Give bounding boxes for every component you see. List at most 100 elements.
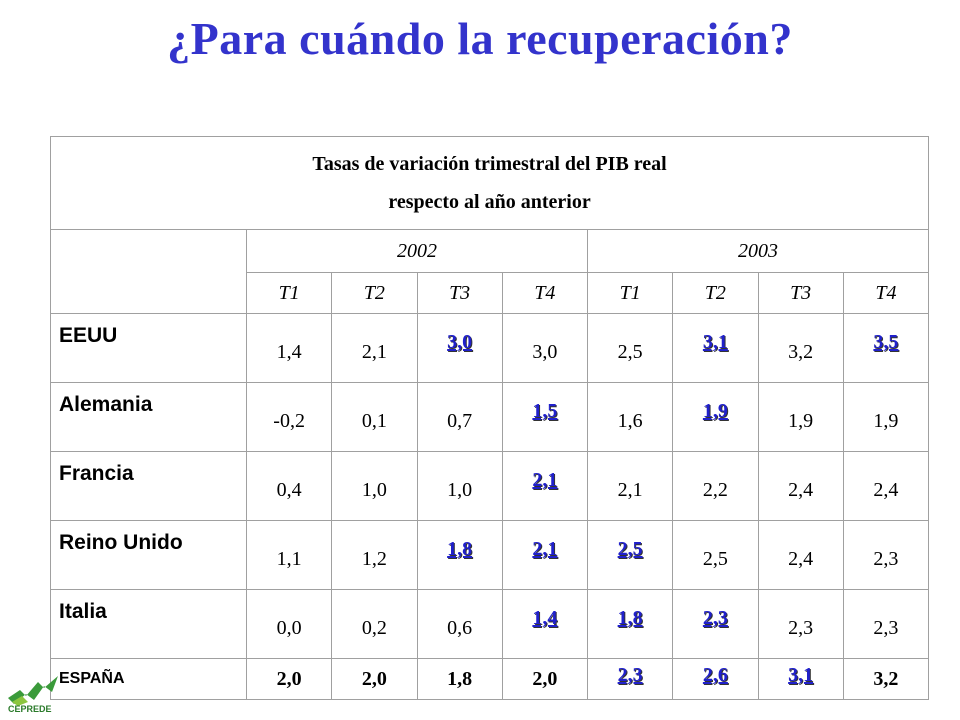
value-cell: 0,1 bbox=[331, 382, 418, 452]
quarter-header: T3 bbox=[757, 272, 844, 314]
value-cell: 2,5 bbox=[672, 520, 759, 590]
value-cell: 3,5 bbox=[842, 313, 930, 383]
highlighted-value: 2,3 bbox=[702, 606, 728, 629]
value-cell: 0,6 bbox=[416, 589, 503, 659]
value-cell: 1,1 bbox=[245, 520, 333, 590]
value-text: 2,2 bbox=[702, 478, 728, 501]
value-text: 3,2 bbox=[788, 340, 814, 363]
value-cell: 2,1 bbox=[501, 451, 589, 521]
value-cell: 2,5 bbox=[586, 313, 674, 383]
highlighted-value: 1,8 bbox=[617, 606, 643, 629]
value-text: 2,0 bbox=[361, 667, 387, 690]
value-cell: 1,4 bbox=[501, 589, 589, 659]
value-text: 0,2 bbox=[361, 616, 387, 639]
value-cell: 1,4 bbox=[245, 313, 333, 383]
value-text: 1,1 bbox=[276, 547, 302, 570]
quarter-header: T2 bbox=[331, 272, 418, 314]
value-cell: 2,6 bbox=[672, 658, 759, 700]
value-text: 0,0 bbox=[276, 616, 302, 639]
value-cell: 2,0 bbox=[501, 658, 589, 700]
ceprede-logo-text: CEPREDE bbox=[8, 704, 52, 714]
value-cell: 2,4 bbox=[757, 451, 844, 521]
value-cell: 2,1 bbox=[501, 520, 589, 590]
value-cell: 1,8 bbox=[586, 589, 674, 659]
value-cell: 1,0 bbox=[416, 451, 503, 521]
value-text: 0,4 bbox=[276, 478, 302, 501]
value-cell: 2,0 bbox=[331, 658, 418, 700]
year-2003-header: 2003 bbox=[586, 229, 930, 273]
value-text: 2,5 bbox=[617, 340, 643, 363]
highlighted-value: 3,1 bbox=[788, 663, 814, 686]
year-2002-header: 2002 bbox=[246, 229, 588, 273]
quarter-header: T1 bbox=[245, 272, 333, 314]
value-cell: 1,8 bbox=[416, 520, 503, 590]
value-text: 1,8 bbox=[447, 667, 473, 690]
highlighted-value: 2,3 bbox=[617, 663, 643, 686]
value-cell: 0,2 bbox=[331, 589, 418, 659]
value-cell: 1,9 bbox=[842, 382, 930, 452]
value-text: 2,4 bbox=[788, 478, 814, 501]
value-text: 0,6 bbox=[447, 616, 473, 639]
highlighted-value: 1,4 bbox=[532, 606, 558, 629]
highlighted-value: 3,0 bbox=[447, 330, 473, 353]
value-cell: 3,2 bbox=[842, 658, 930, 700]
value-text: 1,9 bbox=[873, 409, 899, 432]
empty-corner-cell bbox=[50, 229, 247, 314]
value-cell: 0,4 bbox=[245, 451, 333, 521]
value-text: 0,7 bbox=[447, 409, 473, 432]
value-cell: 2,0 bbox=[245, 658, 333, 700]
value-text: 3,0 bbox=[532, 340, 558, 363]
quarter-header: T3 bbox=[416, 272, 503, 314]
country-name: EEUU bbox=[50, 313, 247, 383]
value-cell: 2,3 bbox=[842, 589, 930, 659]
value-text: 2,4 bbox=[788, 547, 814, 570]
value-text: 2,3 bbox=[873, 547, 899, 570]
highlighted-value: 2,5 bbox=[617, 537, 643, 560]
value-cell: 2,3 bbox=[842, 520, 930, 590]
table-header-line-1: Tasas de variación trimestral del PIB re… bbox=[312, 153, 667, 175]
country-name: ESPAÑA bbox=[50, 658, 247, 700]
value-text: 1,9 bbox=[788, 409, 814, 432]
value-text: 0,1 bbox=[361, 409, 387, 432]
value-text: 1,6 bbox=[617, 409, 643, 432]
spain-row-group: ESPAÑA 2,0 2,0 1,8 2,0 2,3 2,6 3,1 3,2 bbox=[50, 658, 930, 700]
value-cell: 2,4 bbox=[757, 520, 844, 590]
highlighted-value: 2,6 bbox=[702, 663, 728, 686]
country-name: Reino Unido bbox=[50, 520, 247, 590]
quarter-header: T4 bbox=[501, 272, 589, 314]
value-cell: 2,1 bbox=[586, 451, 674, 521]
slide-title: ¿Para cuándo la recuperación? bbox=[167, 13, 793, 64]
value-cell: 3,2 bbox=[757, 313, 844, 383]
value-cell: 2,5 bbox=[586, 520, 674, 590]
value-cell: 1,9 bbox=[672, 382, 759, 452]
value-text: 1,0 bbox=[447, 478, 473, 501]
value-cell: 3,0 bbox=[501, 313, 589, 383]
highlighted-value: 3,1 bbox=[702, 330, 728, 353]
value-text: 2,5 bbox=[702, 547, 728, 570]
country-rows: EEUU 1,4 2,1 3,0 3,0 2,5 3,1 3,2 3,5 Alemania -0,2… bbox=[50, 313, 930, 659]
value-text: 2,0 bbox=[276, 667, 302, 690]
value-cell: 1,6 bbox=[586, 382, 674, 452]
value-cell: 1,9 bbox=[757, 382, 844, 452]
table-row: Italia 0,0 0,2 0,6 1,4 1,8 2,3 2,3 2,3 bbox=[50, 589, 930, 659]
value-cell: 1,2 bbox=[331, 520, 418, 590]
value-cell: -0,2 bbox=[245, 382, 333, 452]
gdp-growth-table: Tasas de variación trimestral del PIB re… bbox=[49, 136, 930, 700]
value-cell: 2,1 bbox=[331, 313, 418, 383]
value-text: 2,1 bbox=[617, 478, 643, 501]
value-cell: 2,3 bbox=[586, 658, 674, 700]
value-text: 1,4 bbox=[276, 340, 302, 363]
value-cell: 0,7 bbox=[416, 382, 503, 452]
table-row: EEUU 1,4 2,1 3,0 3,0 2,5 3,1 3,2 3,5 bbox=[50, 313, 930, 383]
country-name: Italia bbox=[50, 589, 247, 659]
value-cell: 1,8 bbox=[416, 658, 503, 700]
quarter-header: T4 bbox=[842, 272, 930, 314]
ceprede-logo-icon bbox=[8, 676, 58, 706]
highlighted-value: 3,5 bbox=[873, 330, 899, 353]
value-cell: 3,0 bbox=[416, 313, 503, 383]
value-text: 2,1 bbox=[361, 340, 387, 363]
highlighted-value: 2,1 bbox=[532, 468, 558, 491]
value-cell: 2,3 bbox=[672, 589, 759, 659]
value-text: 2,3 bbox=[873, 616, 899, 639]
value-cell: 2,3 bbox=[757, 589, 844, 659]
